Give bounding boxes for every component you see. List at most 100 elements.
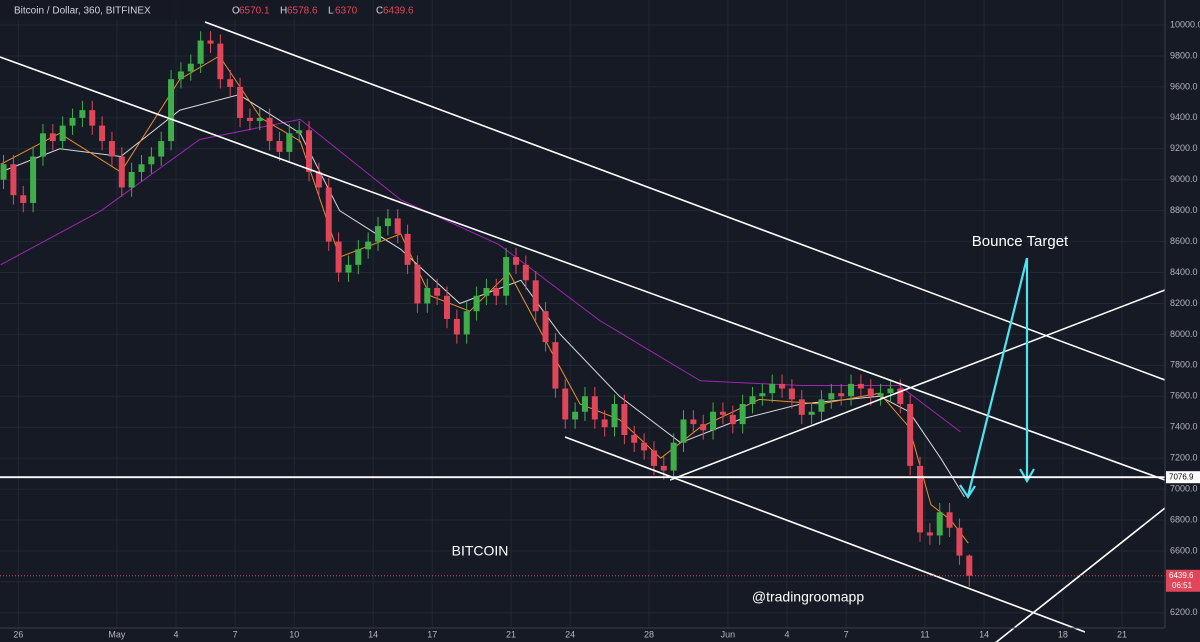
y-tick-label: 8800.0 <box>1170 205 1198 215</box>
candle-body <box>296 130 303 134</box>
y-tick-label: 8000.0 <box>1170 329 1198 339</box>
candle-body <box>394 218 401 234</box>
indicator-line <box>0 55 969 544</box>
x-tick-label: 28 <box>644 629 654 639</box>
indicators <box>0 55 969 544</box>
candle-body <box>877 393 884 397</box>
candle-body <box>276 141 283 152</box>
y-tick-label: 9200.0 <box>1170 143 1198 153</box>
y-tick-label: 9400.0 <box>1170 112 1198 122</box>
candle-body <box>936 512 943 536</box>
x-tick-label: 24 <box>565 629 575 639</box>
price-label: 6439.6 <box>1169 571 1194 580</box>
x-tick-label: 26 <box>13 629 23 639</box>
candle-body <box>148 156 155 165</box>
y-tick-label: 9000.0 <box>1170 174 1198 184</box>
x-tick-label: Jun <box>721 629 736 639</box>
candle-body <box>857 383 864 389</box>
candle-body <box>729 414 736 425</box>
candle-body <box>237 86 244 118</box>
candle-body <box>483 288 490 296</box>
candle-body <box>670 442 677 471</box>
candle-body <box>187 63 194 72</box>
candle-body <box>788 388 795 400</box>
candle-body <box>246 117 253 121</box>
chart-title: Bitcoin / Dollar, 360, BITFINEX <box>14 6 151 17</box>
ohlc-key: L <box>328 6 334 17</box>
candle-body <box>522 264 529 281</box>
y-tick-label: 9600.0 <box>1170 81 1198 91</box>
candle-body <box>335 241 342 273</box>
candle-body <box>512 257 519 265</box>
indicator-line <box>0 94 965 498</box>
candle-body <box>956 527 963 556</box>
x-tick-label: 7 <box>844 629 849 639</box>
x-tick-label: 14 <box>368 629 378 639</box>
drawings <box>0 21 1166 642</box>
candle-body <box>404 233 411 265</box>
candle-body <box>158 141 165 157</box>
candle-body <box>453 318 460 335</box>
candle-body <box>365 241 372 250</box>
y-tick-label: 7600.0 <box>1170 391 1198 401</box>
candle-body <box>650 450 657 466</box>
candle-body <box>325 187 332 242</box>
trend-line <box>669 289 1166 481</box>
candles <box>0 31 973 587</box>
price-label: 7076.9 <box>1169 472 1194 481</box>
candle-body <box>838 393 845 397</box>
candle-body <box>197 40 204 64</box>
trend-line <box>564 436 1086 633</box>
annotation: BITCOIN <box>452 543 509 559</box>
candle-body <box>384 218 391 227</box>
candle-body <box>680 419 687 443</box>
candle-body <box>99 125 106 142</box>
y-tick-label: 7200.0 <box>1170 453 1198 463</box>
candle-body <box>779 383 786 389</box>
ohlc-key: C <box>376 6 383 17</box>
candle-body <box>0 164 7 180</box>
ohlc-key: O <box>232 6 240 17</box>
x-tick-label: May <box>108 629 126 639</box>
candle-body <box>355 249 362 265</box>
candle-body <box>759 393 766 397</box>
candle-body <box>306 130 313 173</box>
candle-body <box>926 532 933 536</box>
y-tick-label: 7400.0 <box>1170 422 1198 432</box>
arrow <box>959 257 1029 500</box>
candle-body <box>562 388 569 420</box>
candle-body <box>168 79 175 142</box>
candle-body <box>217 43 224 80</box>
candle-body <box>375 226 382 242</box>
candle-body <box>897 388 904 405</box>
header-bg <box>0 0 300 20</box>
candle-body <box>444 295 451 319</box>
candle-body <box>69 117 76 126</box>
y-tick-label: 6800.0 <box>1170 514 1198 524</box>
x-tick-label: 4 <box>173 629 178 639</box>
candle-body <box>118 156 125 188</box>
grid <box>0 0 1165 628</box>
candle-body <box>434 288 441 296</box>
y-tick-label: 8600.0 <box>1170 236 1198 246</box>
price-axis <box>1165 0 1200 642</box>
candle-body <box>39 133 46 157</box>
candle-body <box>621 404 628 435</box>
trend-line <box>995 507 1166 642</box>
candle-body <box>128 172 135 188</box>
candle-body <box>89 110 96 126</box>
candle-body <box>581 396 588 412</box>
candle-body <box>59 125 66 142</box>
candle-body <box>739 404 746 425</box>
ohlc-legend: O 6570.1 H 6578.6 L 6370 C 6439.6 <box>232 6 414 17</box>
ohlc-key: H <box>280 6 287 17</box>
candle-body <box>414 264 421 304</box>
candle-body <box>719 411 726 415</box>
y-tick-label: 6600.0 <box>1170 545 1198 555</box>
candle-body <box>828 393 835 400</box>
candle-body <box>552 342 559 389</box>
candle-body <box>138 164 145 173</box>
candle-body <box>601 419 608 428</box>
candle-body <box>542 311 549 343</box>
